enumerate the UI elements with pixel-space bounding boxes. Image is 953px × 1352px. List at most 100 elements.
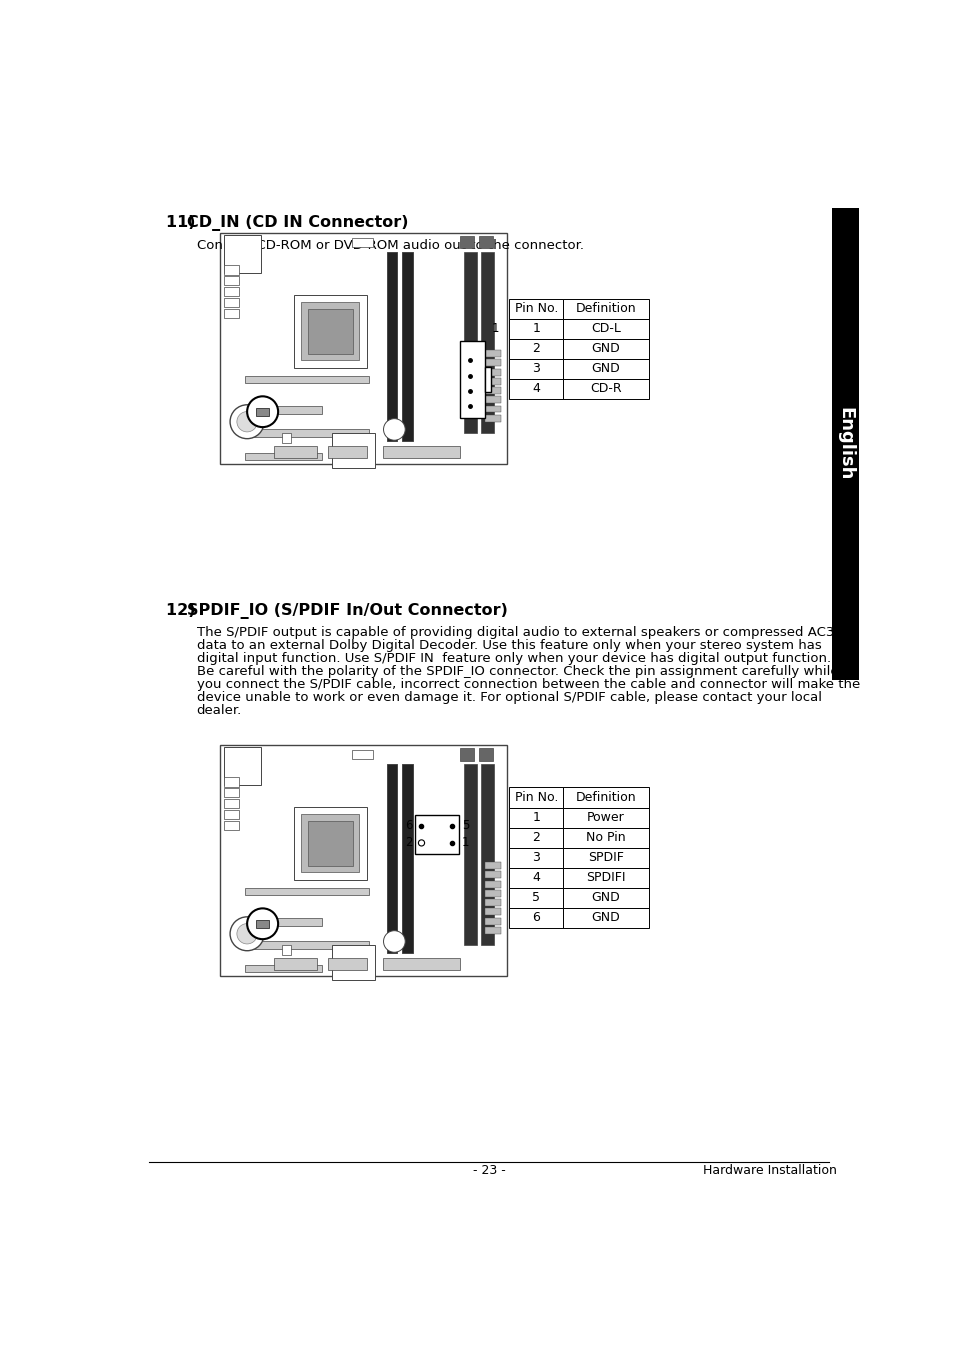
Bar xyxy=(459,237,474,249)
Bar xyxy=(352,238,373,247)
Circle shape xyxy=(236,923,257,944)
Bar xyxy=(509,848,562,868)
Bar xyxy=(484,880,500,887)
Bar xyxy=(509,299,562,319)
Text: 11): 11) xyxy=(166,215,206,230)
Text: 4: 4 xyxy=(532,383,539,395)
Text: 2: 2 xyxy=(404,837,412,849)
Bar xyxy=(464,764,476,945)
Bar xyxy=(245,887,369,895)
Text: data to an external Dolby Digital Decoder. Use this feature only when your stere: data to an external Dolby Digital Decode… xyxy=(196,639,821,652)
Text: digital input function. Use S/PDIF IN  feature only when your device has digital: digital input function. Use S/PDIF IN fe… xyxy=(196,652,830,665)
Text: Pin No.: Pin No. xyxy=(514,301,558,315)
Bar xyxy=(245,918,322,926)
Bar xyxy=(224,308,239,318)
Bar xyxy=(220,745,506,976)
Bar xyxy=(415,815,458,853)
Bar xyxy=(484,415,500,422)
Bar xyxy=(245,941,369,949)
Bar xyxy=(256,919,269,927)
Text: 1: 1 xyxy=(461,837,469,849)
Bar xyxy=(282,433,291,442)
Bar xyxy=(509,358,562,379)
Text: CD-R: CD-R xyxy=(590,383,621,395)
Bar xyxy=(382,957,459,969)
Text: 3: 3 xyxy=(532,362,539,375)
Bar xyxy=(224,276,239,285)
Bar xyxy=(307,821,353,867)
Bar xyxy=(220,233,506,464)
Text: Be careful with the polarity of the SPDIF_IO connector. Check the pin assignment: Be careful with the polarity of the SPDI… xyxy=(196,665,838,679)
Circle shape xyxy=(247,396,278,427)
Text: device unable to work or even damage it. For optional S/PDIF cable, please conta: device unable to work or even damage it.… xyxy=(196,691,821,704)
Bar xyxy=(484,918,500,925)
Bar xyxy=(402,253,413,441)
Bar xyxy=(294,295,367,368)
Bar xyxy=(386,253,397,441)
Bar xyxy=(224,821,239,830)
Text: Definition: Definition xyxy=(575,791,636,804)
Bar xyxy=(224,746,261,786)
Text: 2: 2 xyxy=(532,342,539,356)
Bar xyxy=(224,287,239,296)
Bar xyxy=(484,366,491,392)
Bar xyxy=(484,872,500,879)
Bar xyxy=(562,787,648,807)
Bar xyxy=(274,957,316,969)
Bar xyxy=(484,396,500,403)
Text: 12): 12) xyxy=(166,603,206,618)
Bar xyxy=(562,379,648,399)
Bar xyxy=(509,827,562,848)
Bar xyxy=(562,827,648,848)
Bar xyxy=(484,927,500,934)
Text: Pin No.: Pin No. xyxy=(514,791,558,804)
Circle shape xyxy=(418,840,424,846)
Bar xyxy=(478,748,493,761)
Text: GND: GND xyxy=(591,911,619,925)
Bar xyxy=(484,863,500,869)
Bar xyxy=(484,406,500,412)
Bar xyxy=(459,341,484,418)
Bar xyxy=(562,299,648,319)
Bar xyxy=(224,788,239,798)
Text: 1: 1 xyxy=(532,322,539,335)
Text: dealer.: dealer. xyxy=(196,704,242,718)
Text: 1: 1 xyxy=(532,811,539,823)
Bar xyxy=(402,764,413,953)
Bar xyxy=(562,338,648,358)
Bar xyxy=(484,909,500,915)
Bar xyxy=(484,360,500,366)
Text: GND: GND xyxy=(591,891,619,904)
Bar xyxy=(332,433,375,468)
Bar xyxy=(224,777,239,787)
Bar xyxy=(509,787,562,807)
Bar xyxy=(484,369,500,376)
Bar xyxy=(484,350,500,357)
Bar xyxy=(509,868,562,887)
Text: Hardware Installation: Hardware Installation xyxy=(702,1164,837,1178)
Text: 6: 6 xyxy=(404,819,412,833)
Bar xyxy=(464,253,476,433)
Text: you connect the S/PDIF cable, incorrect connection between the cable and connect: you connect the S/PDIF cable, incorrect … xyxy=(196,679,859,691)
Bar xyxy=(382,446,459,458)
Bar xyxy=(224,810,239,819)
Bar xyxy=(484,890,500,896)
Bar xyxy=(328,957,367,969)
Text: No Pin: No Pin xyxy=(585,831,625,844)
Bar xyxy=(562,807,648,827)
Bar xyxy=(484,377,500,385)
Bar xyxy=(562,848,648,868)
Text: English: English xyxy=(836,407,854,481)
Bar xyxy=(562,358,648,379)
Bar xyxy=(562,907,648,927)
Text: The S/PDIF output is capable of providing digital audio to external speakers or : The S/PDIF output is capable of providin… xyxy=(196,626,833,638)
Bar xyxy=(478,237,493,249)
Bar xyxy=(256,408,269,415)
Bar xyxy=(294,807,367,880)
Text: - 23 -: - 23 - xyxy=(472,1164,505,1178)
Circle shape xyxy=(247,909,278,940)
Bar xyxy=(480,253,493,433)
Text: SPDIF_IO (S/PDIF In/Out Connector): SPDIF_IO (S/PDIF In/Out Connector) xyxy=(187,603,508,619)
Text: Definition: Definition xyxy=(575,301,636,315)
Text: 1: 1 xyxy=(491,322,498,335)
